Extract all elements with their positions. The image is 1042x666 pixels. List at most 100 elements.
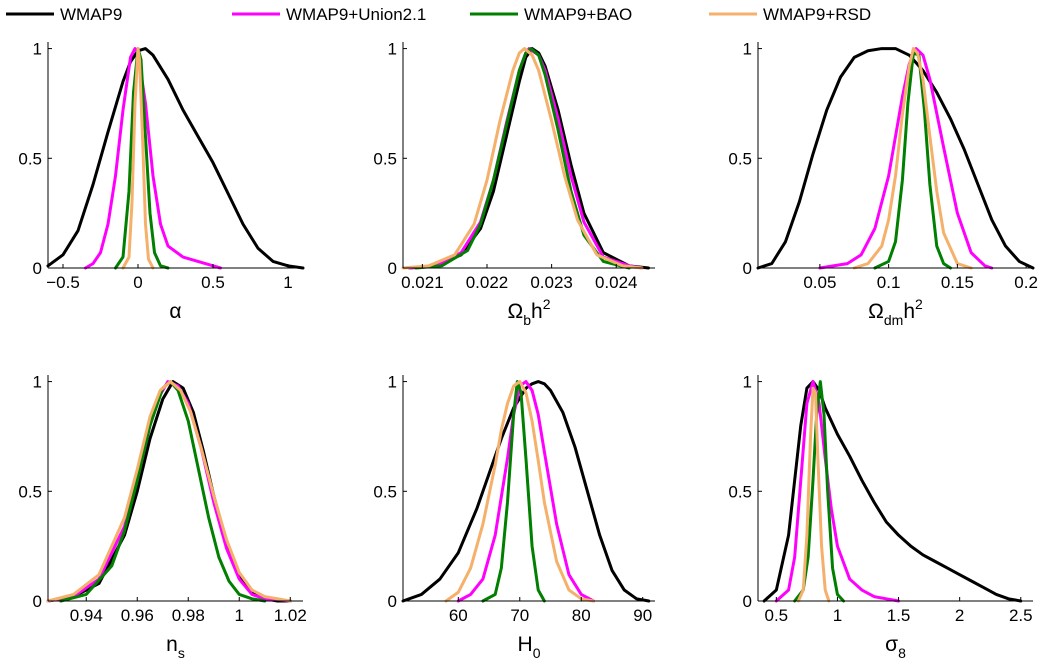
y-tick-label: 1 [743, 40, 752, 59]
panel-3: 0.05 0.1 0.15 0.2 0 0.5 1 Ωdmh2 [728, 40, 1038, 328]
y-tick-label: 0.5 [373, 149, 397, 168]
x-axis-label-sub: b [523, 312, 531, 328]
legend-entry: WMAP9+BAO [470, 5, 632, 24]
x-tick-label: 1.02 [274, 606, 307, 625]
x-tick-label: 0.96 [121, 606, 154, 625]
x-tick-label: 0.024 [595, 273, 638, 292]
x-axis-label: σ8 [885, 633, 906, 661]
panel-1: −0.5 0 0.5 100.51α [18, 40, 305, 323]
x-axis-label-main: σ [885, 633, 898, 656]
series-line-2 [456, 380, 596, 603]
x-tick-label: 1 [833, 606, 842, 625]
legend-entry: WMAP9 [6, 5, 122, 24]
panel-6: 0.5 1 1.5 2 2.5 0 0.5 1 σ8 [728, 373, 1033, 661]
series-line-3 [873, 51, 952, 270]
x-tick-label: 0.05 [803, 273, 836, 292]
series-line-1 [46, 380, 292, 603]
y-tick-label: 0 [33, 259, 42, 278]
x-axis-label: Ωdmh2 [868, 296, 923, 328]
series-line-3 [59, 380, 267, 603]
y-tick-label: 0 [743, 259, 752, 278]
x-tick-label: 0.15 [941, 273, 974, 292]
x-axis-label-sub: 8 [898, 645, 906, 661]
x-axis-label-sub: 0 [533, 645, 541, 661]
x-tick-label: 0.022 [466, 273, 509, 292]
legend-label: WMAP9+BAO [524, 5, 632, 24]
series-line-1 [46, 47, 305, 270]
series-line-1 [756, 47, 1035, 270]
x-tick-label: 90 [633, 606, 652, 625]
x-axis-label: Ωbh2 [508, 296, 551, 328]
x-tick-label: 2 [955, 606, 964, 625]
legend-entry: WMAP9+Union2.1 [232, 5, 426, 24]
series-line-3 [481, 380, 546, 603]
series-line-1 [401, 380, 651, 603]
x-tick-label: 0.5 [765, 606, 789, 625]
y-tick-label: 1 [33, 373, 42, 392]
y-tick-label: 0.5 [18, 149, 42, 168]
x-axis-label: α [169, 300, 181, 323]
series-line-4 [121, 47, 155, 270]
x-axis-label-main: H [518, 633, 533, 656]
x-tick-label: 0.023 [530, 273, 573, 292]
x-tick-label: −0.5 [46, 273, 80, 292]
x-tick-label: 70 [510, 606, 529, 625]
series-line-2 [407, 47, 644, 270]
series-line-1 [762, 380, 1023, 603]
x-tick-label: 0 [133, 273, 142, 292]
x-tick-label: 1 [235, 606, 244, 625]
series-line-4 [46, 380, 292, 603]
legend-label: WMAP9+Union2.1 [286, 5, 426, 24]
legend-label: WMAP9+RSD [763, 5, 871, 24]
x-axis-label-main: Ω [508, 300, 524, 323]
x-axis-label-main: n [166, 633, 178, 656]
x-tick-label: 60 [449, 606, 468, 625]
legend-entry: WMAP9+RSD [709, 5, 871, 24]
x-axis-label-mid: h [903, 300, 915, 323]
series-line-2 [818, 47, 994, 270]
y-tick-label: 1 [743, 373, 752, 392]
x-tick-label: 2.5 [1009, 606, 1033, 625]
x-axis-label-main: Ω [868, 300, 884, 323]
x-tick-label: 0.021 [401, 273, 444, 292]
y-tick-label: 0 [743, 592, 752, 611]
x-axis-label-sub: s [178, 645, 185, 661]
x-tick-label: 0.2 [1014, 273, 1038, 292]
panel-2: 0.021 0.022 0.023 0.024 0 0.5 1 Ωbh2 [373, 40, 655, 328]
x-tick-label: 0.1 [877, 273, 901, 292]
y-tick-label: 0 [33, 592, 42, 611]
x-tick-label: 1.5 [887, 606, 911, 625]
series-line-4 [401, 47, 644, 270]
x-tick-label: 0.94 [70, 606, 103, 625]
x-axis-label: H0 [518, 633, 541, 661]
legend-label: WMAP9 [60, 5, 122, 24]
x-axis-label-sup: 2 [543, 296, 551, 312]
y-tick-label: 0.5 [18, 482, 42, 501]
series-line-4 [852, 47, 973, 270]
x-axis-label: ns [166, 633, 185, 661]
x-axis-label-main: α [169, 300, 181, 323]
series-line-3 [793, 380, 846, 603]
panel-4: 0.94 0.96 0.98 1 1.02 0 0.5 1 ns [18, 373, 306, 661]
x-axis-label-sub: dm [884, 312, 903, 328]
y-tick-label: 1 [33, 40, 42, 59]
x-axis-label-mid: h [531, 300, 543, 323]
series-line-4 [796, 386, 831, 603]
y-tick-label: 0.5 [728, 149, 752, 168]
x-axis-label-sup: 2 [915, 296, 923, 312]
y-tick-label: 0.5 [373, 482, 397, 501]
series-line-1 [407, 47, 651, 270]
series-line-2 [46, 380, 292, 603]
y-tick-label: 0 [388, 592, 397, 611]
x-tick-label: 1 [283, 273, 292, 292]
y-tick-label: 0 [388, 259, 397, 278]
legend: WMAP9 WMAP9+Union2.1 WMAP9+BAO WMAP9+RSD [6, 5, 871, 24]
y-tick-label: 1 [388, 40, 397, 59]
x-tick-label: 0.5 [201, 273, 225, 292]
x-tick-label: 0.98 [172, 606, 205, 625]
y-tick-label: 0.5 [728, 482, 752, 501]
y-tick-label: 1 [388, 373, 397, 392]
